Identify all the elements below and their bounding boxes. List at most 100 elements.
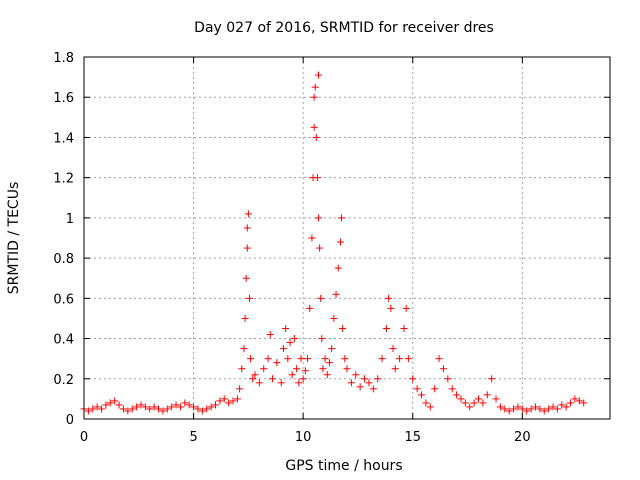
data-point	[444, 375, 452, 383]
data-point	[385, 294, 393, 302]
data-point	[418, 391, 426, 399]
data-point	[336, 238, 344, 246]
data-point	[286, 339, 294, 347]
x-tick-label: 20	[514, 430, 531, 445]
data-point	[150, 403, 158, 411]
grid-lines	[84, 57, 610, 419]
data-point	[251, 371, 259, 379]
x-tick-label: 15	[404, 430, 421, 445]
data-point	[233, 395, 241, 403]
y-tick-label: 0.4	[53, 333, 74, 348]
y-tick-label: 1.4	[53, 131, 74, 146]
data-point	[558, 401, 566, 409]
data-point	[220, 395, 228, 403]
data-point	[545, 405, 553, 413]
y-tick-label: 1.6	[53, 91, 74, 106]
data-point	[128, 405, 136, 413]
data-point	[328, 345, 336, 353]
data-point	[308, 234, 316, 242]
y-tick-label: 1	[66, 212, 74, 227]
data-point	[203, 405, 211, 413]
data-point	[514, 403, 522, 411]
data-point	[571, 395, 579, 403]
data-point	[111, 397, 119, 405]
data-point	[216, 397, 224, 405]
data-point	[448, 385, 456, 393]
data-point	[387, 304, 395, 312]
data-point	[575, 397, 583, 405]
data-point	[523, 407, 531, 415]
data-point	[295, 379, 303, 387]
data-point	[293, 365, 301, 373]
data-point	[531, 403, 539, 411]
plot-frame	[83, 56, 611, 420]
data-point	[115, 401, 123, 409]
data-point	[84, 407, 92, 415]
data-point	[124, 407, 132, 415]
data-point	[172, 401, 180, 409]
data-point	[501, 405, 509, 413]
data-point	[93, 403, 101, 411]
data-point	[146, 405, 154, 413]
data-point	[330, 314, 338, 322]
data-point	[334, 264, 342, 272]
data-point	[176, 403, 184, 411]
data-point	[549, 403, 557, 411]
data-point	[229, 397, 237, 405]
data-point	[255, 379, 263, 387]
data-point	[341, 355, 349, 363]
data-point	[273, 359, 281, 367]
data-point	[240, 345, 248, 353]
data-point	[249, 375, 257, 383]
data-point	[389, 345, 397, 353]
y-tick-label: 1.2	[53, 172, 74, 187]
y-axis-label: SRMTID / TECUs	[6, 182, 22, 295]
y-axis-ticks: 0 0.2 0.4 0.6 0.8 1 1.2 1.4 1.6 1.8	[53, 51, 610, 428]
data-point	[343, 365, 351, 373]
data-point	[102, 401, 110, 409]
data-point	[391, 365, 399, 373]
data-point	[374, 375, 382, 383]
data-point	[396, 355, 404, 363]
data-point	[266, 331, 274, 339]
data-point	[279, 345, 287, 353]
data-point	[133, 403, 141, 411]
data-point	[207, 403, 215, 411]
data-point	[323, 371, 331, 379]
data-point	[382, 325, 390, 332]
data-point	[540, 407, 548, 415]
data-point	[562, 403, 570, 411]
y-tick-label: 1.8	[53, 51, 74, 66]
data-point	[198, 407, 206, 415]
data-point	[461, 399, 469, 407]
data-point	[313, 174, 321, 182]
data-point	[242, 274, 250, 282]
data-point	[496, 403, 504, 411]
data-point	[315, 71, 323, 79]
data-point	[141, 403, 149, 411]
y-tick-label: 0.8	[53, 252, 74, 267]
data-point	[243, 224, 251, 232]
data-point	[245, 294, 253, 302]
data-points	[80, 71, 588, 415]
data-point	[505, 407, 513, 415]
y-tick-label: 0	[66, 413, 74, 428]
data-point	[288, 371, 296, 379]
data-point	[106, 399, 114, 407]
data-point	[470, 399, 478, 407]
data-point	[479, 399, 487, 407]
data-point	[282, 325, 290, 332]
data-point	[488, 375, 496, 383]
data-point	[361, 375, 369, 383]
data-point	[315, 214, 323, 222]
data-point	[260, 365, 268, 373]
data-point	[580, 399, 588, 407]
data-point	[378, 355, 386, 363]
chart-title: Day 027 of 2016, SRMTID for receiver dre…	[194, 20, 494, 36]
data-point	[404, 355, 412, 363]
data-point	[168, 403, 176, 411]
data-point	[311, 83, 319, 91]
data-point	[312, 133, 320, 141]
x-axis-label: GPS time / hours	[285, 458, 402, 474]
